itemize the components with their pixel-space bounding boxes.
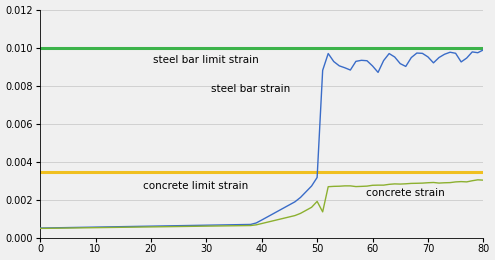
Text: steel bar strain: steel bar strain	[211, 84, 290, 94]
Text: concrete strain: concrete strain	[366, 188, 445, 198]
Text: steel bar limit strain: steel bar limit strain	[153, 55, 259, 65]
Text: concrete limit strain: concrete limit strain	[143, 180, 248, 191]
